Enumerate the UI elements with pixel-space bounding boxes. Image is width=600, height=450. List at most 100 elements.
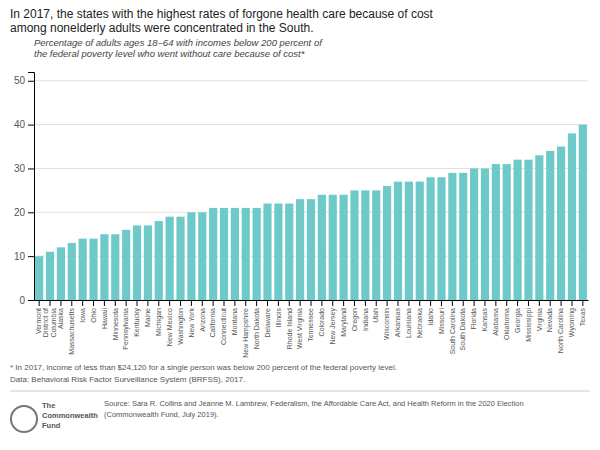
- bar: [307, 199, 315, 300]
- bar: [68, 243, 76, 300]
- x-tick-label: Idaho: [427, 308, 434, 326]
- bar: [155, 221, 163, 300]
- x-tick: Nevada: [546, 300, 553, 332]
- x-tick-label: Hawaii: [101, 308, 108, 329]
- x-tick-label: Nevada: [546, 308, 553, 332]
- title: In 2017, the states with the highest rat…: [10, 7, 434, 35]
- y-tick-mark: [28, 168, 34, 169]
- x-tick-mark: [354, 300, 355, 306]
- x-tick: Idaho: [427, 300, 434, 326]
- x-tick: Kansas: [481, 300, 488, 331]
- y-tick-mark: [28, 212, 34, 213]
- x-tick: South Dakota: [459, 300, 466, 350]
- x-tick-mark: [463, 300, 464, 306]
- y-tick-label: 30: [14, 163, 26, 174]
- x-tick: Hawaii: [101, 300, 108, 329]
- plot-area: 01020304050VermontDistrict ofColumbiaAla…: [14, 73, 589, 358]
- x-tick-mark: [441, 300, 442, 306]
- x-tick-label: Colorado: [318, 308, 325, 337]
- bar: [263, 204, 271, 300]
- bar: [459, 173, 467, 300]
- x-tick-mark: [343, 300, 344, 306]
- bar: [35, 256, 43, 300]
- x-tick-label: Louisiana: [405, 308, 412, 338]
- x-tick: Virginia: [536, 300, 544, 331]
- x-tick-label: Florida: [470, 308, 477, 330]
- x-tick-mark: [495, 300, 496, 306]
- bar: [437, 177, 445, 300]
- x-tick: Kentucky: [133, 300, 141, 337]
- x-tick: Maryland: [340, 300, 348, 337]
- bar: [187, 212, 195, 300]
- x-tick-label: Utah: [372, 308, 379, 323]
- x-tick: Michigan: [155, 300, 163, 336]
- x-tick: District ofColumbia: [42, 300, 57, 338]
- x-tick: Pennsylvania: [122, 300, 130, 350]
- bar: [503, 164, 511, 300]
- x-tick: Oregon: [351, 300, 359, 331]
- bar: [111, 234, 119, 300]
- x-tick-label: New York: [188, 308, 195, 338]
- bar: [100, 234, 108, 300]
- x-tick-label: Virginia: [536, 308, 544, 331]
- x-tick-mark: [506, 300, 507, 306]
- x-tick: Minnesota: [112, 300, 119, 340]
- x-tick-label: Illinois: [275, 308, 282, 328]
- x-tick-label: West Virginia: [296, 308, 304, 349]
- bar: [89, 239, 97, 300]
- x-tick-label: Michigan: [155, 308, 163, 336]
- y-tick: 40: [14, 119, 34, 130]
- bar: [394, 182, 402, 300]
- annotations: * In 2017, income of less than $24,120 f…: [10, 363, 524, 430]
- bar: [285, 204, 293, 300]
- bar: [350, 190, 358, 300]
- x-tick-mark: [82, 300, 83, 306]
- bar: [481, 168, 489, 300]
- bar: [79, 239, 87, 300]
- x-tick-label: South Dakota: [459, 308, 466, 351]
- x-tick: Massachusetts: [68, 300, 75, 355]
- x-tick-mark: [311, 300, 312, 306]
- x-tick: Louisiana: [405, 300, 412, 338]
- x-tick: New Jersey: [329, 300, 337, 345]
- x-tick: Texas: [579, 300, 586, 326]
- bar: [144, 225, 152, 300]
- x-tick-mark: [93, 300, 94, 306]
- bar: [470, 168, 478, 300]
- bar: [133, 225, 141, 300]
- y-tick-label: 10: [14, 251, 26, 262]
- x-tick: Ohio: [90, 300, 97, 323]
- x-tick-mark: [245, 300, 246, 306]
- x-tick-mark: [213, 300, 214, 306]
- x-tick: Arizona: [199, 300, 206, 332]
- x-tick-label: Indiana: [362, 308, 369, 331]
- bar: [340, 195, 348, 300]
- x-tick-label: Wisconsin: [383, 308, 390, 340]
- x-tick-label: New Jersey: [329, 308, 337, 345]
- x-tick-mark: [550, 300, 551, 306]
- x-tick-mark: [50, 300, 51, 306]
- x-tick-mark: [321, 300, 322, 306]
- x-tick-mark: [332, 300, 333, 306]
- bar: [557, 147, 565, 300]
- y-tick: 10: [14, 251, 34, 262]
- x-tick-mark: [39, 300, 40, 306]
- bar: [209, 208, 217, 300]
- bar: [46, 252, 54, 300]
- x-tick-mark: [169, 300, 170, 306]
- bar: [372, 190, 380, 300]
- x-tick-label: Tennessee: [307, 308, 314, 342]
- x-tick: South Carolina: [449, 300, 456, 354]
- x-tick-label: South Carolina: [449, 308, 456, 354]
- x-tick-mark: [126, 300, 127, 306]
- x-tick-label: Oklahoma: [503, 308, 510, 340]
- bar: [535, 155, 543, 300]
- x-tick: Tennessee: [307, 300, 314, 342]
- x-tick: Delaware: [264, 300, 271, 338]
- x-tick-mark: [224, 300, 225, 306]
- x-tick-mark: [571, 300, 572, 306]
- x-tick-mark: [60, 300, 61, 306]
- y-tick: 50: [14, 75, 34, 86]
- x-tick-label: Massachusetts: [68, 308, 75, 355]
- x-tick: California: [209, 300, 216, 338]
